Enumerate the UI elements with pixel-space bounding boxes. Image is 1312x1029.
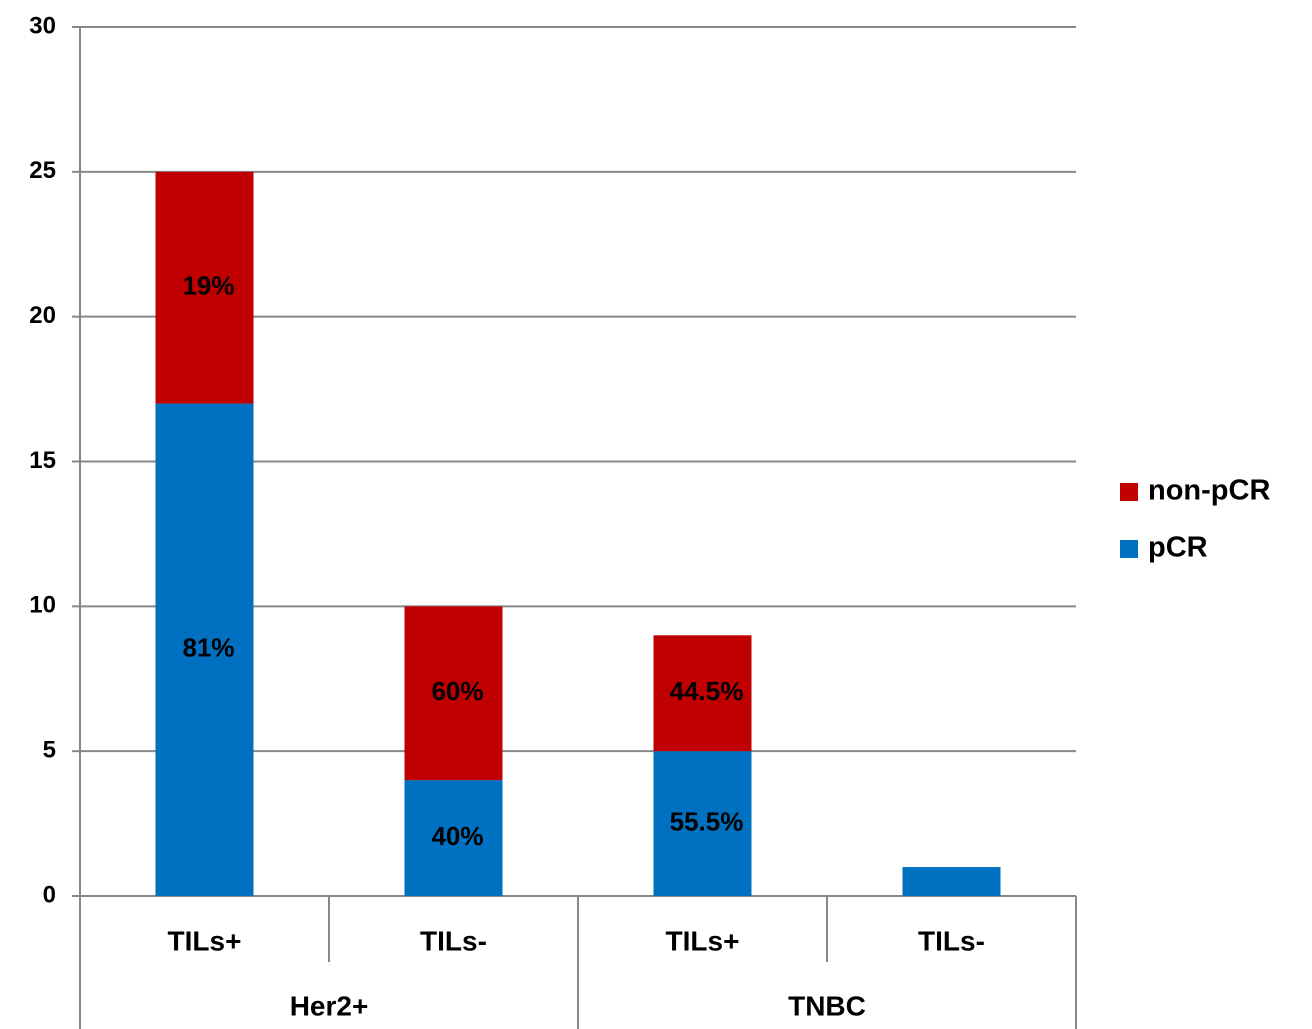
bar-segment xyxy=(155,403,254,896)
data-label: 19% xyxy=(182,271,234,301)
y-tick-label: 30 xyxy=(29,12,56,39)
bar-segment xyxy=(653,751,752,896)
bar-segment xyxy=(404,780,503,896)
data-label: 81% xyxy=(182,633,234,663)
bar-segment xyxy=(902,867,1001,896)
data-label: 40% xyxy=(431,821,483,851)
bar-segment xyxy=(404,606,503,781)
y-tick-label: 25 xyxy=(29,157,56,184)
legend-label: pCR xyxy=(1148,532,1208,564)
data-label: 55.5% xyxy=(670,806,744,836)
bar-segment xyxy=(653,635,752,752)
y-tick-label: 0 xyxy=(43,881,56,908)
x-tick-label: TILs- xyxy=(420,925,487,956)
x-tick-label: TILs+ xyxy=(168,925,242,956)
legend-swatch xyxy=(1120,540,1138,558)
y-tick-label: 20 xyxy=(29,302,56,329)
legend-label: non-pCR xyxy=(1148,475,1270,507)
group-label: TNBC xyxy=(788,990,866,1021)
bar-segment xyxy=(155,171,254,404)
legend-swatch xyxy=(1120,483,1138,501)
y-tick-label: 5 xyxy=(43,737,56,764)
x-tick-label: TILs+ xyxy=(666,925,740,956)
y-tick-label: 15 xyxy=(29,447,56,474)
group-label: Her2+ xyxy=(290,990,369,1021)
data-label: 60% xyxy=(431,676,483,706)
x-tick-label: TILs- xyxy=(918,925,985,956)
y-tick-label: 10 xyxy=(29,592,56,619)
data-label: 44.5% xyxy=(670,676,744,706)
